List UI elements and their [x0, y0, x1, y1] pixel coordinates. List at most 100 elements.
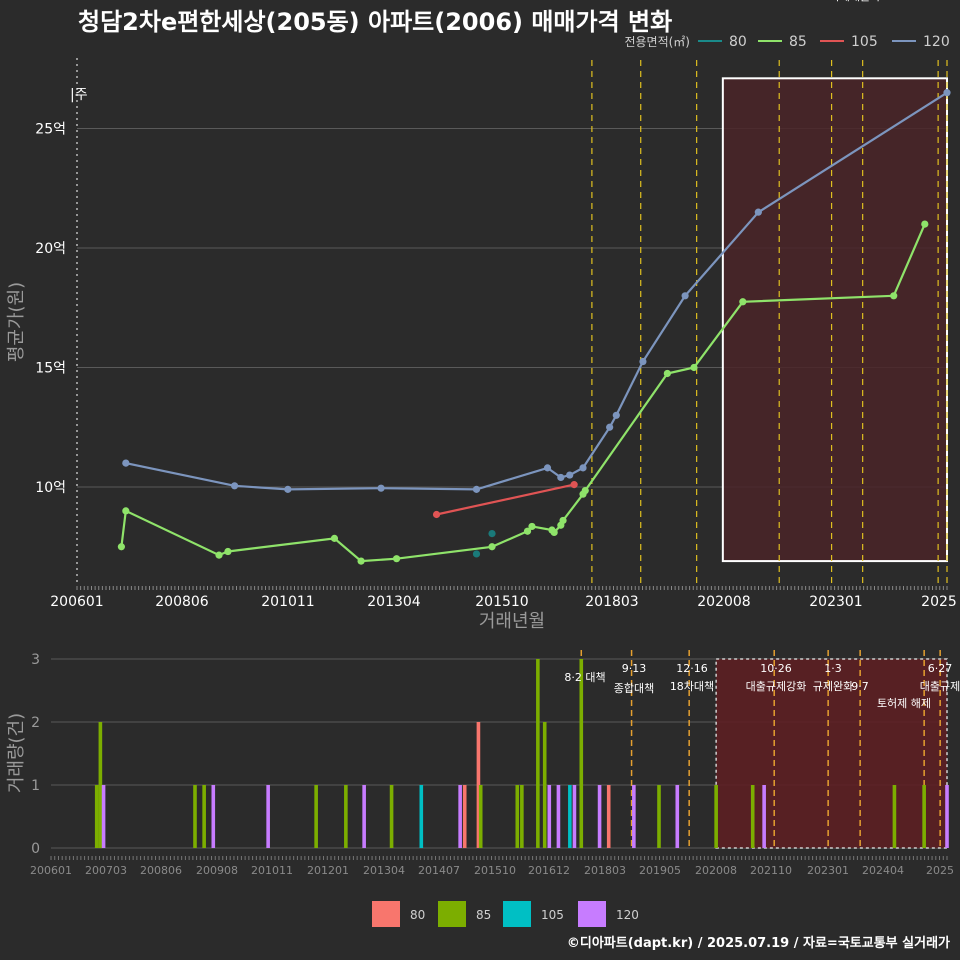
- policy-date-label: 9·13: [622, 662, 647, 675]
- volume-bar-120: [101, 785, 106, 848]
- volume-bar-85: [714, 785, 718, 848]
- data-point-85: [215, 551, 223, 559]
- volume-bar-120: [547, 785, 552, 848]
- volume-bar-120: [211, 785, 216, 848]
- legend-label-85: 85: [789, 34, 807, 50]
- data-point-85: [890, 292, 898, 300]
- data-point-120: [579, 464, 587, 472]
- volume-bar-85: [657, 785, 661, 848]
- policy-date-label: 9·7: [851, 680, 869, 693]
- x-axis-title: 거래년월: [479, 611, 545, 632]
- volume-bar-85: [314, 785, 318, 848]
- data-point-85: [581, 486, 589, 495]
- x-tick-label: 201011: [261, 594, 314, 610]
- x-tick-label: 200601: [50, 594, 103, 610]
- volume-bar-85: [520, 785, 524, 848]
- legend-label-80: 80: [729, 34, 747, 50]
- volume-bar-120: [762, 785, 766, 848]
- price-chart: 10억 15억 20억 25억 |주 200601 200806 201011 201304 20…: [6, 58, 957, 632]
- policy-name-label: 18차대책: [670, 680, 714, 693]
- volume-bar-120: [266, 785, 270, 848]
- volume-bar-120: [632, 785, 636, 848]
- volume-bar-105: [568, 785, 572, 848]
- legend-item-105: 105: [820, 34, 878, 50]
- data-point-105: [432, 510, 441, 519]
- data-point-120: [122, 459, 130, 467]
- volume-bar-85: [922, 785, 926, 848]
- legend-item-120: 120: [892, 34, 950, 50]
- volume-bar-120: [945, 785, 949, 848]
- policy-date-label: 6·27: [928, 662, 953, 675]
- bar-legend-label-85: 85: [476, 908, 491, 922]
- volume-bar-85: [389, 785, 394, 848]
- data-point-85: [488, 543, 496, 551]
- data-point-120: [566, 471, 574, 479]
- data-point-120: [606, 423, 614, 431]
- x-tick-label: 202008: [695, 864, 737, 877]
- data-point-85: [357, 557, 365, 565]
- y-tick-label: 2: [31, 715, 40, 731]
- volume-bar-120: [458, 785, 462, 848]
- x-tick-label: 202008: [697, 594, 750, 610]
- volume-bar-120: [675, 785, 680, 848]
- bar-legend-swatch-120: [578, 901, 606, 927]
- policy-date-label: 12·16: [676, 662, 708, 675]
- volume-bar-120: [597, 785, 602, 848]
- data-point-85: [921, 220, 929, 228]
- legend-label-120: 120: [923, 34, 950, 50]
- x-tick-label: 200806: [155, 594, 209, 610]
- data-point-120: [639, 357, 647, 366]
- volume-bar-80: [606, 785, 611, 848]
- note-label: |주: [70, 87, 88, 103]
- legend-title: 전용면적(㎡): [624, 35, 690, 49]
- y-axis-title: 거래량(건): [6, 713, 27, 793]
- bar-legend-label-105: 105: [541, 908, 564, 922]
- volume-bar-85: [892, 785, 897, 848]
- x-tick-label: 201304: [363, 864, 405, 877]
- y-axis-title: 평균가(원): [6, 282, 27, 362]
- volume-bar-85: [344, 785, 348, 848]
- x-tick-label: 2025: [926, 864, 954, 877]
- x-tick-label: 201612: [528, 864, 570, 877]
- x-tick-label: 200703: [85, 864, 127, 877]
- data-point-80: [488, 530, 496, 538]
- y-tick-label: 20억: [35, 241, 66, 257]
- data-point-120: [472, 485, 481, 493]
- data-point-85: [559, 516, 567, 525]
- x-tick-label: 201510: [474, 864, 516, 877]
- x-tick-label: 202404: [862, 864, 904, 877]
- policy-label: 토허제 해제: [877, 696, 931, 710]
- x-tick-label: 201201: [307, 864, 349, 877]
- data-point-85: [690, 363, 698, 372]
- highlight-box: [715, 658, 948, 849]
- volume-bar-85: [542, 722, 547, 848]
- data-point-85: [663, 369, 671, 378]
- policy-name-label: 종합대책: [614, 682, 654, 695]
- data-point-85: [330, 534, 339, 542]
- bar-legend-swatch-85: [438, 901, 466, 927]
- volume-chart: 0 1 2 3 8·2 대책 9·13 종합대책 12·16 18차대책 10·26 대출규제강화 1…: [6, 0, 960, 877]
- bottom-legend: 80 85 105 120: [372, 901, 639, 927]
- x-tick-label: 201304: [367, 594, 421, 610]
- policy-date-label: 10·26: [760, 662, 792, 675]
- volume-bar-85: [750, 785, 755, 848]
- volume-bar-80: [462, 785, 467, 848]
- volume-bar-120: [556, 785, 561, 848]
- legend-label-105: 105: [851, 34, 878, 50]
- bar-legend-swatch-80: [372, 901, 400, 927]
- x-tick-label: 201407: [418, 864, 460, 877]
- volume-bar-85: [94, 785, 99, 848]
- policy-name-label: 규제완화: [813, 680, 853, 693]
- data-point-120: [230, 482, 239, 490]
- y-tick-label: 25억: [35, 122, 66, 138]
- volume-bar-85: [478, 785, 483, 848]
- data-point-120: [754, 208, 762, 216]
- data-point-120: [681, 292, 689, 300]
- volume-bar-105: [419, 785, 424, 848]
- data-point-85: [528, 522, 536, 531]
- x-tick-label: 202110: [750, 864, 792, 877]
- x-tick-label: 201510: [475, 594, 528, 610]
- data-point-120: [557, 473, 565, 482]
- x-tick-label: 200601: [30, 864, 72, 877]
